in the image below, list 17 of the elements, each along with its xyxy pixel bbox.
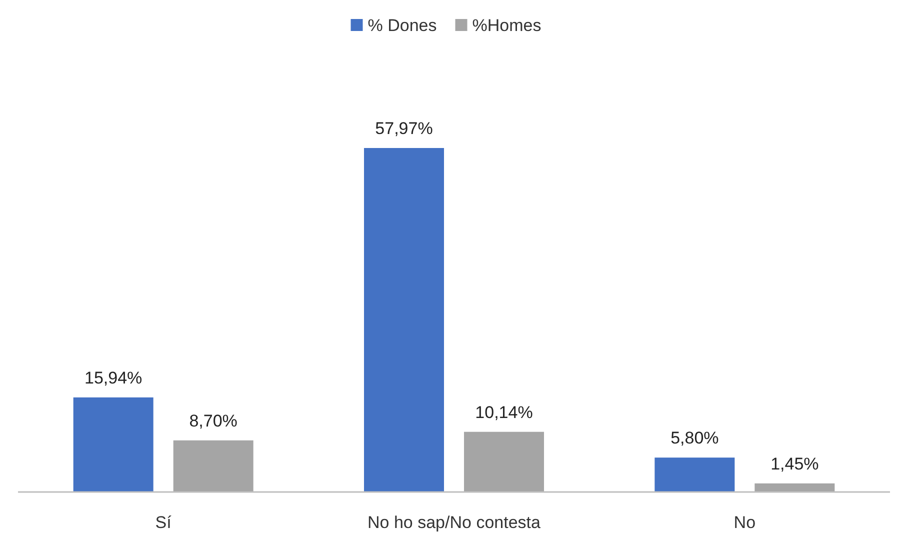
data-label: 10,14% <box>475 402 533 422</box>
legend-label: %Homes <box>472 16 542 35</box>
bar <box>464 432 544 492</box>
bar <box>173 440 254 492</box>
data-label: 1,45% <box>770 454 819 474</box>
x-tick-label: No ho sap/No contesta <box>368 513 542 532</box>
x-tick-label: Sí <box>155 513 172 532</box>
data-label: 5,80% <box>670 428 719 448</box>
x-tick-label: No <box>734 513 756 532</box>
data-label: 57,97% <box>375 119 433 138</box>
data-label: 15,94% <box>84 368 142 388</box>
bar <box>73 397 154 492</box>
bar <box>364 148 444 492</box>
bar <box>754 483 835 492</box>
bar <box>654 458 735 492</box>
legend-label: % Dones <box>368 16 437 35</box>
data-label: 8,70% <box>189 411 238 430</box>
